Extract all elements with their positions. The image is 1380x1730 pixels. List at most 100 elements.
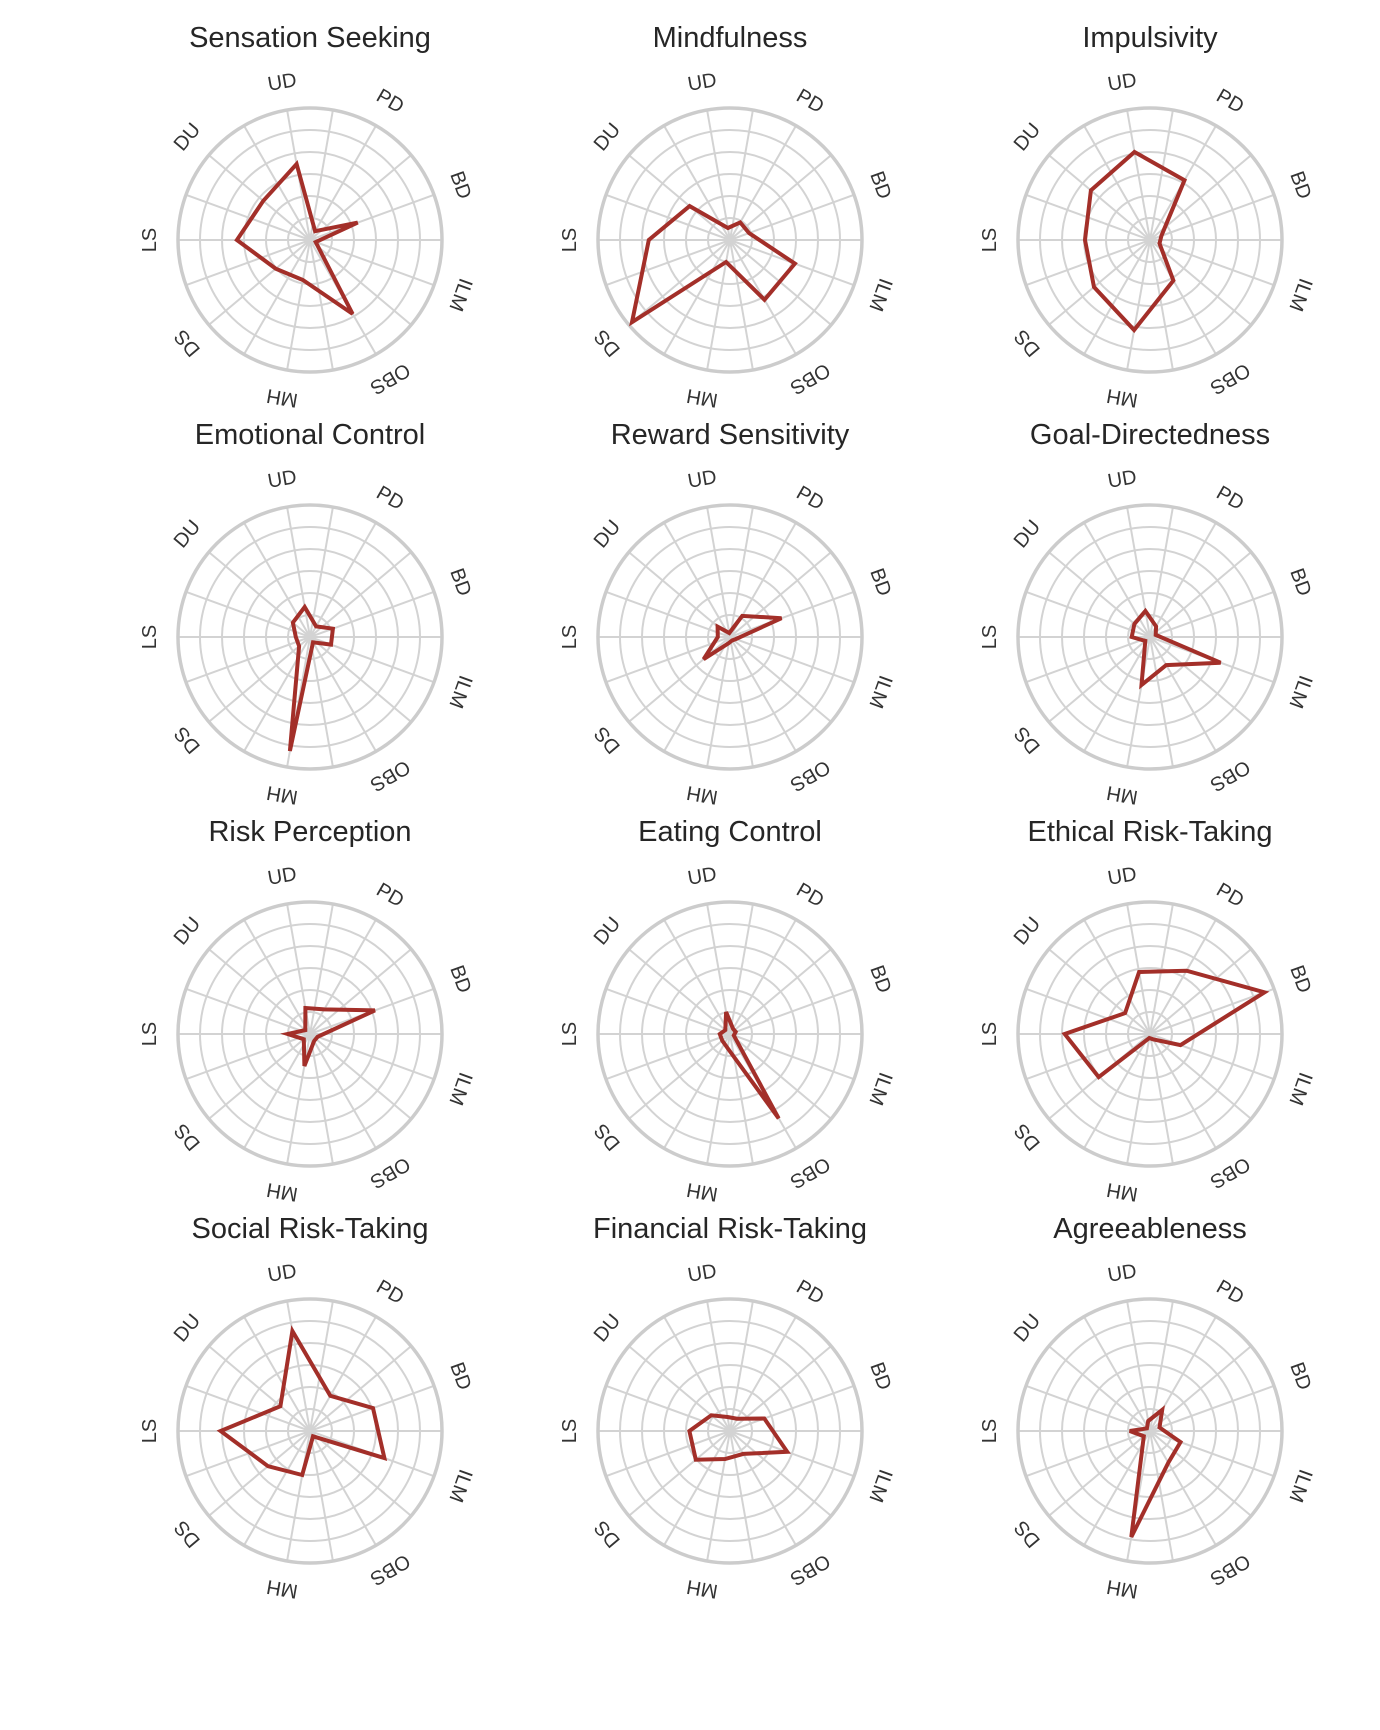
axis-label-pd: PD — [792, 85, 827, 118]
axis-label-obs: OBS — [366, 755, 414, 795]
chart-title: Ethical Risk-Taking — [1027, 816, 1273, 848]
radar-plot: UD PD BD ILM OBS MH DS LS DU — [139, 466, 476, 808]
chart-title: Emotional Control — [194, 419, 426, 451]
series-line — [216, 1325, 388, 1478]
radar-panel: Agreeableness UD PD BD ILM OBS MH DS LS DU — [940, 1191, 1360, 1602]
axis-label-mh: MH — [265, 1178, 299, 1205]
outer-ring — [1016, 503, 1284, 771]
axis-label-bd: BD — [445, 168, 475, 202]
axis-label-pd: PD — [372, 85, 407, 118]
axis-label-obs: OBS — [1206, 1549, 1254, 1589]
axis-label-ls: LS — [559, 1419, 581, 1443]
grid-ring — [1105, 1386, 1195, 1476]
axis-label-pd: PD — [792, 1276, 827, 1309]
grid-ring — [641, 945, 819, 1123]
axis-label-bd: BD — [865, 565, 895, 599]
axis-label-ud: UD — [266, 69, 298, 96]
axis-label-du: DU — [1010, 1310, 1045, 1346]
axis-label-ls: LS — [139, 1419, 161, 1443]
series-line — [629, 203, 798, 327]
axis-label-pd: PD — [1212, 85, 1247, 118]
axis-label-ds: DS — [1010, 1516, 1045, 1551]
radar-panel: Reward Sensitivity UD PD BD ILM OBS MH DS LS DU — [520, 397, 940, 808]
radar-plot: UD PD BD ILM OBS MH DS LS DU — [559, 466, 896, 808]
axis-label-mh: MH — [1105, 384, 1139, 411]
radar-panel: Eating Control UD PD BD ILM OBS MH DS LS DU — [520, 794, 940, 1205]
axis-label-ls: LS — [559, 625, 581, 649]
grid-ring — [1083, 570, 1217, 704]
grid-ring — [685, 989, 775, 1079]
axis-label-mh: MH — [265, 781, 299, 808]
axis-label-ud: UD — [266, 466, 298, 493]
axis-label-ilm: ILM — [1284, 672, 1316, 711]
grid-ring — [265, 989, 355, 1079]
grid-ring — [199, 923, 421, 1145]
radar-plot: UD PD BD ILM OBS MH DS LS DU — [979, 863, 1316, 1205]
axis-label-mh: MH — [1105, 781, 1139, 808]
axis-label-obs: OBS — [1206, 358, 1254, 398]
axis-label-ls: LS — [979, 1022, 1001, 1046]
grid-ring — [243, 967, 377, 1101]
chart-title: Risk Perception — [208, 816, 412, 848]
axis-label-du: DU — [170, 1310, 205, 1346]
radar-plot: UD PD BD ILM OBS MH DS LS DU — [559, 1260, 896, 1602]
series-line — [701, 613, 783, 661]
outer-ring — [1016, 106, 1284, 374]
radar-panel: Goal-Directedness UD PD BD ILM OBS MH DS LS DU — [940, 397, 1360, 808]
axis-label-ds: DS — [1010, 1119, 1045, 1154]
radar-plot: UD PD BD ILM OBS MH DS LS DU — [139, 69, 476, 411]
radar-plot: UD PD BD ILM OBS MH DS LS DU — [139, 1260, 476, 1602]
axis-label-ls: LS — [979, 625, 1001, 649]
axis-label-bd: BD — [865, 1359, 895, 1393]
axis-label-ds: DS — [590, 1516, 625, 1551]
axis-label-bd: BD — [445, 962, 475, 996]
outer-ring — [176, 503, 444, 771]
axis-label-du: DU — [170, 913, 205, 949]
axis-label-bd: BD — [865, 962, 895, 996]
axis-label-ds: DS — [1010, 722, 1045, 757]
outer-ring — [596, 1297, 864, 1565]
axis-label-mh: MH — [685, 1575, 719, 1602]
axis-label-ilm: ILM — [864, 1466, 896, 1505]
grid-ring — [707, 1011, 753, 1057]
axis-label-ds: DS — [590, 1119, 625, 1154]
axis-label-du: DU — [170, 119, 205, 155]
chart-title: Impulsivity — [1082, 22, 1218, 54]
axis-label-ud: UD — [266, 1260, 298, 1287]
axis-label-mh: MH — [685, 384, 719, 411]
axis-label-pd: PD — [792, 879, 827, 912]
axis-label-ilm: ILM — [1284, 1466, 1316, 1505]
series-line — [687, 1413, 791, 1462]
series-line — [1082, 149, 1188, 334]
radar-plot: UD PD BD ILM OBS MH DS LS DU — [979, 1260, 1316, 1602]
grid-ring — [619, 526, 841, 748]
grid-ring — [1127, 1408, 1173, 1454]
axis-label-du: DU — [590, 913, 625, 949]
series-line — [1061, 968, 1270, 1080]
grid-ring — [243, 173, 377, 307]
grid-ring — [221, 548, 399, 726]
axis-label-ds: DS — [590, 722, 625, 757]
axis-label-du: DU — [590, 119, 625, 155]
grid-ring — [1105, 195, 1195, 285]
axis-label-obs: OBS — [366, 1152, 414, 1192]
grid-ring — [641, 548, 819, 726]
axis-label-ilm: ILM — [864, 672, 896, 711]
axis-label-du: DU — [170, 516, 205, 552]
grid-ring — [221, 945, 399, 1123]
axis-label-ud: UD — [686, 863, 718, 890]
axis-label-ilm: ILM — [864, 275, 896, 314]
grid-ring — [619, 1320, 841, 1542]
axis-label-pd: PD — [372, 482, 407, 515]
axis-label-ls: LS — [139, 625, 161, 649]
axis-label-mh: MH — [1105, 1575, 1139, 1602]
radar-panel: Ethical Risk-Taking UD PD BD ILM OBS MH DS LS DU — [940, 794, 1360, 1205]
axis-label-obs: OBS — [786, 755, 834, 795]
grid-ring — [685, 195, 775, 285]
radar-plot: UD PD BD ILM OBS MH DS LS DU — [139, 863, 476, 1205]
axis-label-mh: MH — [265, 1575, 299, 1602]
grid-ring — [707, 614, 753, 660]
axis-label-mh: MH — [685, 781, 719, 808]
axis-label-du: DU — [1010, 119, 1045, 155]
axis-label-ud: UD — [1106, 1260, 1138, 1287]
